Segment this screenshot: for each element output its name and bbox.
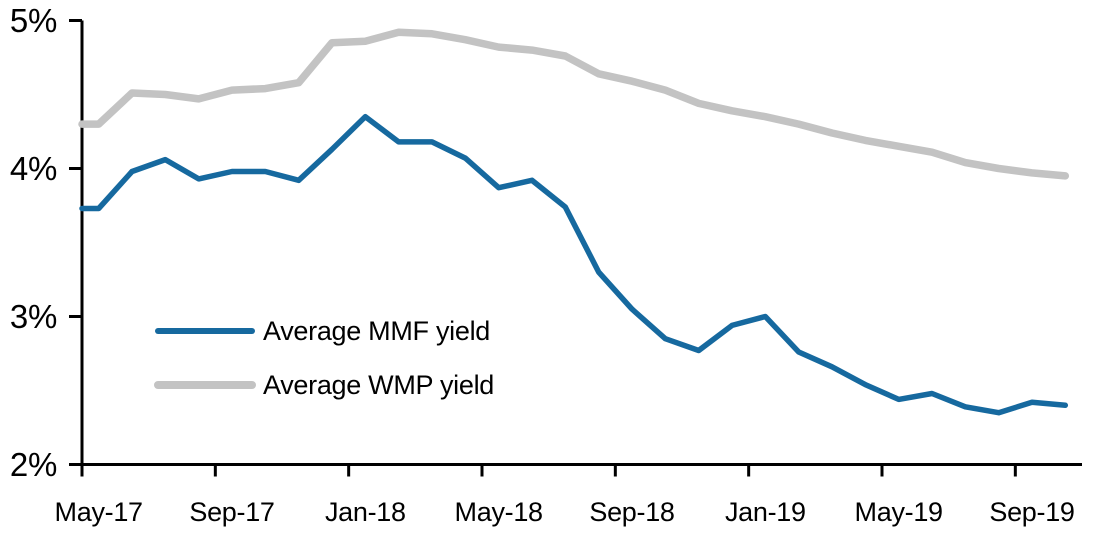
- x-tick-label: Sep-19: [989, 497, 1074, 527]
- y-tick-label: 2%: [10, 446, 57, 483]
- legend-item-wmp: Average WMP yield: [154, 370, 494, 400]
- y-tick-label: 3%: [10, 298, 57, 335]
- y-tick-label: 4%: [10, 150, 57, 187]
- y-axis-ticks: [69, 19, 82, 466]
- x-axis-ticks: [80, 464, 1017, 477]
- x-tick-label: May-18: [455, 497, 543, 527]
- y-tick-label: 5%: [10, 2, 57, 39]
- series-line-average-wmp-yield: [78, 28, 1070, 180]
- x-tick-label: Jan-18: [325, 497, 406, 527]
- x-tick-label: May-17: [55, 497, 143, 527]
- x-tick-label: Jan-19: [725, 497, 806, 527]
- x-tick-label: May-19: [855, 497, 943, 527]
- legend-label-mmf: Average MMF yield: [263, 316, 490, 346]
- y-axis-tick-labels: 2% 3% 4% 5%: [10, 2, 57, 483]
- series-lines: [78, 28, 1070, 416]
- legend-label-wmp: Average WMP yield: [263, 370, 494, 400]
- x-axis-tick-labels: May-17 Sep-17 Jan-18 May-18 Sep-18 Jan-19 May-…: [55, 497, 1075, 527]
- x-tick-label: Sep-18: [589, 497, 674, 527]
- x-tick-label: Sep-17: [189, 497, 274, 527]
- legend-item-mmf: Average MMF yield: [155, 316, 490, 346]
- series-line-average-mmf-yield: [79, 113, 1069, 416]
- legend: Average MMF yield Average WMP yield: [154, 316, 494, 400]
